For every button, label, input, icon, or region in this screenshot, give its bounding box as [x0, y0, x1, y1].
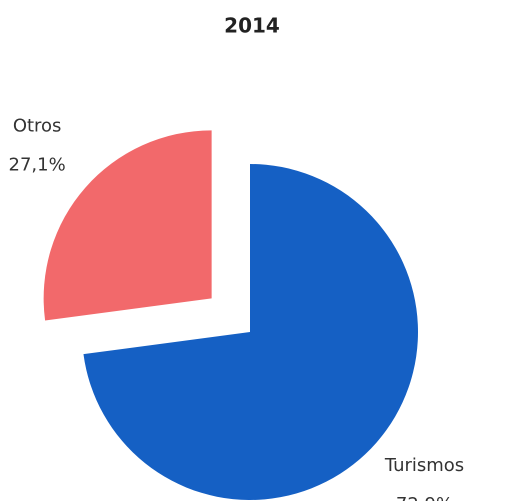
- slice-label: Turismos: [384, 455, 464, 476]
- slice-label: Otros: [13, 116, 62, 137]
- pie-slice: [83, 164, 418, 501]
- chart-title: 2014: [224, 14, 280, 38]
- pie-slice: [43, 130, 212, 321]
- slice-value-label: 72,9%: [396, 494, 453, 501]
- slice-value-label: 27,1%: [9, 155, 66, 176]
